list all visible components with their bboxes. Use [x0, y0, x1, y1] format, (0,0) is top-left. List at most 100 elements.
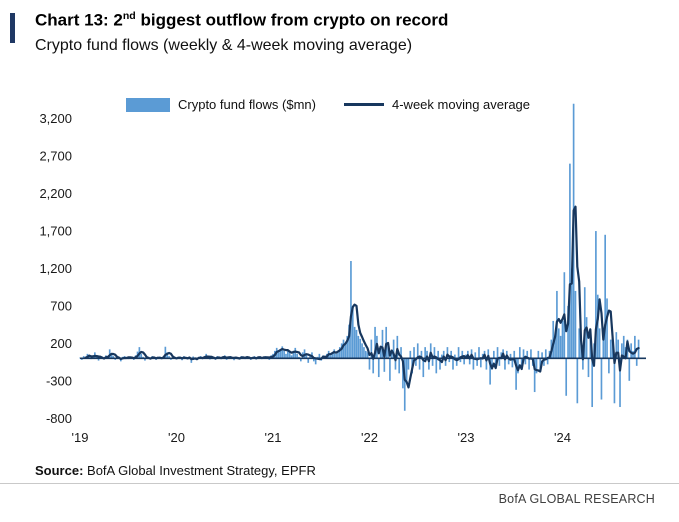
- flow-bar: [294, 347, 297, 359]
- flow-bar: [363, 347, 365, 359]
- flow-bar: [394, 358, 397, 370]
- flow-bar: [480, 358, 482, 368]
- flow-bar: [557, 328, 560, 359]
- flow-bar: [496, 347, 499, 359]
- flow-bar: [420, 350, 423, 359]
- y-tick-label: 3,200: [39, 111, 72, 126]
- flow-bar: [621, 343, 623, 359]
- flow-bar: [507, 358, 510, 365]
- flow-bar: [517, 358, 519, 374]
- flow-bar: [390, 350, 393, 359]
- flows-chart: 3,2002,7002,2001,7001,200700200-300-800'…: [39, 103, 646, 445]
- flow-bar: [535, 358, 538, 374]
- flow-bar: [435, 358, 438, 374]
- flow-bar: [396, 335, 399, 359]
- flow-bar: [405, 358, 408, 381]
- flow-bar: [554, 335, 556, 359]
- flow-bar: [513, 350, 516, 359]
- flow-bar: [543, 358, 545, 366]
- flow-bar: [498, 358, 501, 366]
- y-tick-label: 1,200: [39, 261, 72, 276]
- flow-bar: [520, 358, 523, 366]
- flow-bar: [340, 343, 343, 359]
- flow-bar: [431, 358, 434, 366]
- flow-bar: [350, 261, 352, 359]
- x-tick-label: '24: [554, 430, 571, 445]
- flow-bar: [511, 358, 514, 368]
- flow-bar: [491, 358, 493, 370]
- flow-bar: [409, 350, 412, 359]
- flow-bar: [166, 352, 169, 359]
- flow-bar: [622, 335, 625, 359]
- flow-bar: [570, 268, 573, 359]
- flow-bar: [351, 305, 354, 359]
- flow-bar: [331, 352, 334, 359]
- chart-title-superscript: nd: [122, 10, 136, 22]
- flow-bar: [428, 358, 430, 370]
- flow-bar: [190, 358, 193, 363]
- flow-bar: [459, 358, 462, 363]
- flow-bar: [561, 320, 564, 359]
- flow-bar: [426, 350, 428, 359]
- flow-bar: [533, 358, 536, 393]
- flow-bar: [591, 358, 594, 408]
- flow-bar: [407, 358, 410, 370]
- flow-bar: [353, 326, 356, 359]
- flow-bar: [578, 328, 581, 359]
- brand-text: BofA GLOBAL RESEARCH: [498, 492, 655, 506]
- flow-bar: [446, 347, 449, 359]
- flow-bar: [544, 349, 547, 359]
- flow-bar: [463, 358, 465, 365]
- flow-bar: [528, 358, 530, 370]
- flow-bar: [300, 358, 302, 362]
- flow-bar: [344, 344, 347, 359]
- flow-bar: [338, 347, 341, 359]
- flow-bar: [489, 358, 491, 385]
- flow-bar: [608, 358, 610, 374]
- flow-bar: [192, 356, 195, 359]
- flow-bar: [355, 329, 358, 359]
- flow-bar: [108, 349, 111, 359]
- flow-bar: [381, 329, 384, 359]
- flow-bar: [595, 231, 597, 359]
- flow-bar: [455, 358, 458, 366]
- flow-bar: [634, 335, 636, 359]
- flow-bar: [374, 326, 376, 359]
- flow-bar: [444, 358, 447, 366]
- footer-divider: [0, 483, 679, 484]
- flow-bar: [140, 353, 143, 359]
- flow-bar: [387, 343, 389, 359]
- flow-bar: [452, 358, 454, 370]
- flow-bar: [348, 324, 350, 359]
- flow-bar: [567, 305, 569, 359]
- flow-bar: [370, 339, 373, 359]
- flow-bar: [635, 358, 638, 366]
- flow-bar: [615, 332, 618, 359]
- flow-bar: [329, 355, 332, 359]
- flow-bar: [383, 358, 386, 372]
- chart-title: Chart 13: 2nd biggest outflow from crypt…: [35, 10, 448, 31]
- flow-bar: [168, 356, 170, 359]
- flow-bar: [290, 355, 293, 359]
- flow-bar: [144, 358, 146, 361]
- flow-bar: [309, 355, 311, 359]
- flow-bar: [476, 358, 478, 366]
- chart-title-suffix: biggest outflow from crypto on record: [135, 10, 449, 30]
- flow-bar: [485, 358, 488, 370]
- flow-bar: [493, 350, 495, 359]
- flow-bar: [526, 350, 529, 359]
- x-tick-label: '21: [265, 430, 282, 445]
- flow-bar: [539, 358, 542, 370]
- flow-bar: [312, 358, 315, 362]
- x-tick-label: '23: [458, 430, 475, 445]
- flow-bar: [403, 358, 406, 411]
- flow-bar: [82, 356, 85, 359]
- flow-bar: [565, 358, 568, 396]
- flow-bar: [583, 287, 586, 359]
- flow-bar: [448, 358, 451, 363]
- flow-bar: [576, 358, 579, 404]
- flow-bar: [292, 350, 295, 359]
- flow-bar: [606, 298, 608, 359]
- flow-bar: [585, 317, 588, 359]
- flow-bar: [481, 353, 484, 359]
